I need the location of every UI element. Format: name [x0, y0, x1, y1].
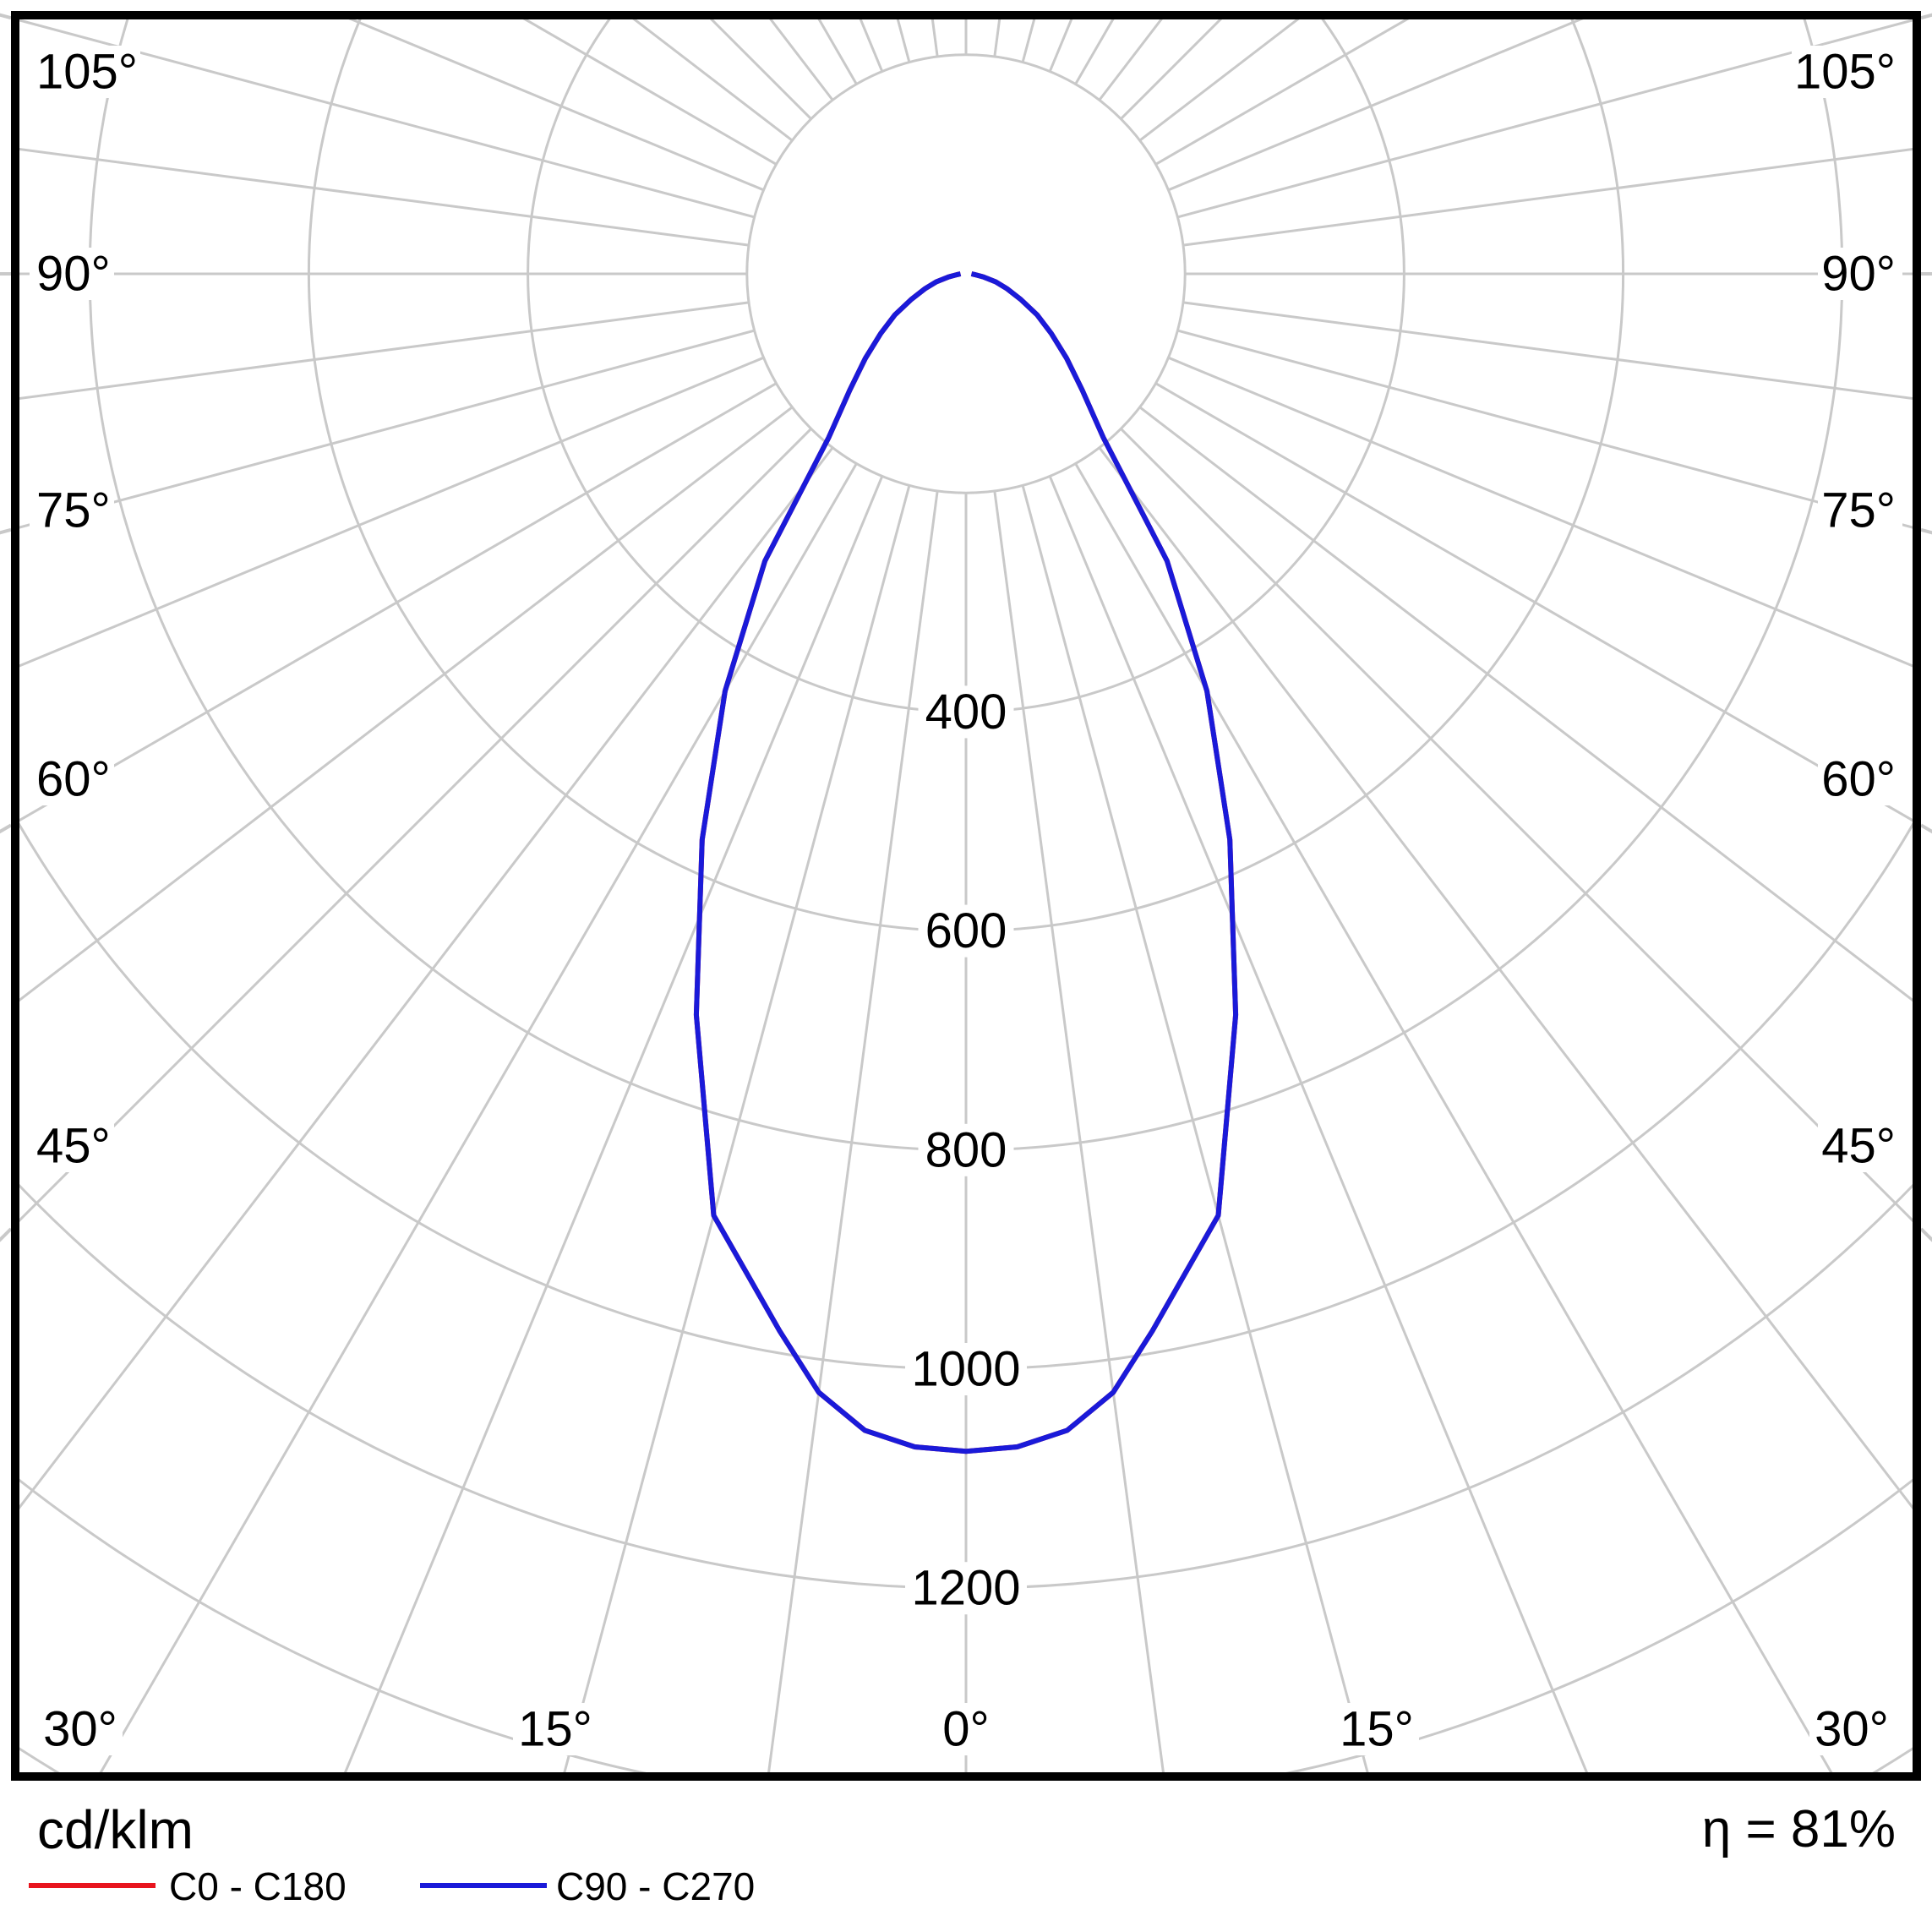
angle-label-bg — [38, 1703, 123, 1755]
axis-tick — [0, 823, 13, 834]
efficiency-label: η = 81% — [1701, 1800, 1896, 1858]
angle-label-bg — [30, 248, 114, 300]
angle-label-bg — [1809, 1703, 1894, 1755]
angle-label-bg — [513, 1703, 598, 1755]
grid-spoke — [1048, 19, 1073, 73]
angle-label: 45° — [36, 1119, 111, 1174]
angle-label-bg — [30, 1120, 114, 1172]
grid-spoke — [931, 19, 939, 57]
grid-spoke — [1021, 19, 1036, 63]
angle-label: 15° — [518, 1702, 592, 1757]
grid-spoke — [993, 490, 1165, 1772]
grid-ring-200 — [745, 53, 1187, 494]
angle-label: 75° — [1821, 483, 1896, 538]
angle-label: 15° — [1340, 1702, 1414, 1757]
angle-label-bg — [1818, 1120, 1902, 1172]
angle-label: 90° — [36, 247, 111, 302]
angle-label: 90° — [1821, 247, 1896, 302]
grid-spoke — [896, 19, 911, 63]
grid-spoke — [767, 490, 939, 1772]
grid-spoke — [343, 475, 884, 1772]
angle-label: 30° — [1815, 1702, 1889, 1757]
axis-tick — [1920, 13, 1932, 20]
grid-spoke — [993, 19, 1001, 57]
grid-spoke — [19, 382, 778, 822]
angle-labels: 105° 90° 75° 60° 45° 30° 15° 0° 15° 30° 45° 60° 75° 9… — [30, 45, 1902, 1757]
ring-label-bg — [905, 1343, 1027, 1395]
axis-tick — [0, 527, 12, 535]
angle-label-bg — [30, 753, 114, 805]
grid-spoke — [1021, 484, 1369, 1772]
axis-ticks — [0, 13, 1932, 1242]
grid-spoke — [1167, 19, 1584, 192]
grid-spoke — [348, 19, 765, 192]
angle-label: 30° — [43, 1702, 117, 1757]
grid-spoke — [859, 19, 884, 73]
grid-spoke — [19, 301, 750, 400]
grid-spoke — [19, 356, 765, 668]
grid-spoke — [1182, 301, 1913, 400]
grid-spoke — [1176, 19, 1913, 219]
grid-spoke — [19, 329, 756, 529]
angle-label-bg — [30, 46, 140, 98]
ring-value-label: 400 — [925, 685, 1007, 740]
grid-spoke — [19, 19, 756, 219]
angle-label: 105° — [1794, 45, 1896, 100]
grid-spoke — [1098, 446, 1913, 1510]
plot-border — [11, 11, 1921, 1781]
grid-spoke — [1048, 475, 1589, 1772]
axis-tick — [1919, 1227, 1932, 1242]
grid-spoke — [1176, 329, 1913, 529]
angle-label: 60° — [1821, 752, 1896, 807]
grid-spoke — [19, 428, 812, 1223]
legend-swatch-c90-c270 — [420, 1883, 547, 1888]
grid-spoke — [1167, 356, 1913, 668]
angle-label: 75° — [36, 483, 111, 538]
grid-spoke — [19, 446, 834, 1510]
ring-label-bg — [918, 1123, 1014, 1176]
grid-spoke — [563, 484, 911, 1772]
axis-tick — [1920, 527, 1932, 535]
angle-label-bg — [30, 484, 114, 537]
angle-label: 45° — [1821, 1119, 1896, 1174]
axis-tick — [1920, 823, 1932, 834]
grid-spoke — [19, 148, 750, 247]
ring-label-bg — [918, 904, 1014, 958]
grid-spoke — [1120, 428, 1913, 1223]
ring-value-label: 600 — [925, 903, 1007, 958]
grid-spoke — [99, 462, 858, 1772]
ring-value-labels: 400 600 800 1000 1200 — [905, 685, 1027, 1616]
grid-spoke — [1074, 462, 1833, 1772]
angle-label-bg — [1818, 248, 1902, 300]
ring-label-bg — [918, 685, 1014, 739]
legend-swatch-c0-c180 — [29, 1883, 156, 1888]
legend-label-c0-c180: C0 - C180 — [169, 1864, 347, 1908]
ring-value-label: 1200 — [911, 1561, 1020, 1616]
grid-spoke — [1182, 148, 1913, 247]
curve-c90-c270 — [693, 271, 1239, 1454]
angle-label-bg — [1334, 1703, 1419, 1755]
grid-spoke — [19, 406, 794, 1002]
unit-label: cd/klm — [37, 1799, 194, 1860]
angle-label-bg — [1792, 46, 1902, 98]
grid-spoke — [1138, 406, 1913, 1002]
grid-spoke — [1154, 382, 1913, 822]
axis-tick — [0, 1227, 13, 1242]
ring-value-label: 1000 — [911, 1342, 1020, 1397]
angle-label: 0° — [942, 1702, 989, 1757]
angle-label-bg — [1818, 753, 1902, 805]
legend-label-c90-c270: C90 - C270 — [556, 1864, 756, 1908]
ring-label-bg — [905, 1562, 1027, 1615]
axis-tick — [0, 13, 12, 20]
ring-value-label: 800 — [925, 1122, 1007, 1177]
angle-label-bg — [1818, 484, 1902, 537]
angle-label-bg — [936, 1703, 996, 1755]
angle-label: 60° — [36, 752, 111, 807]
angle-label: 105° — [36, 45, 138, 100]
